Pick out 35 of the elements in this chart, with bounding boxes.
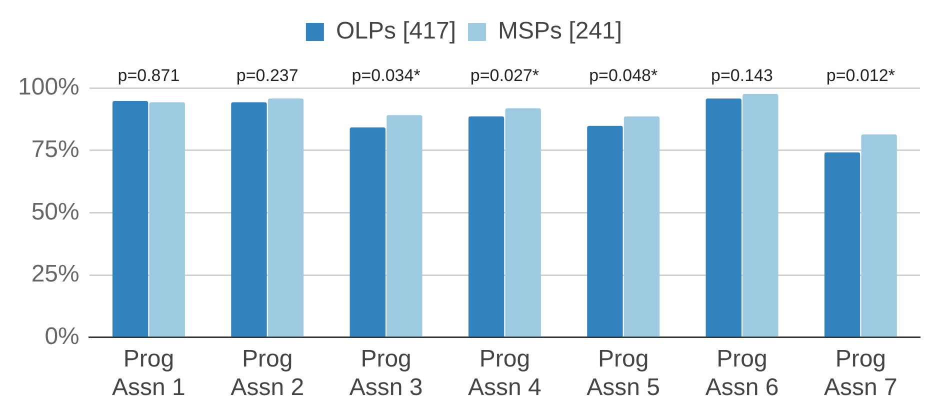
bar [350, 127, 386, 337]
x-tick-label: Prog Assn 5 [586, 345, 660, 402]
y-tick-label: 50% [31, 198, 80, 226]
x-tick-label: Prog Assn 2 [230, 345, 304, 402]
x-tick-label: Prog Assn 7 [824, 345, 898, 402]
x-tick-label: Prog Assn 4 [468, 345, 542, 402]
x-tick-label: Prog Assn 1 [112, 345, 186, 402]
text: p=0.012* [826, 66, 896, 86]
text: p=0.143 [711, 66, 773, 86]
bar [112, 100, 148, 337]
bar [231, 102, 267, 337]
text: p=0.237 [236, 66, 298, 86]
text: p=0.034* [352, 66, 421, 86]
bar [386, 115, 422, 337]
bar [587, 126, 623, 337]
bar [742, 94, 778, 337]
bar [624, 116, 660, 337]
text: p=0.027* [470, 66, 540, 86]
y-tick-label: 0% [44, 323, 80, 350]
bar [706, 98, 742, 337]
y-tick-label: 25% [31, 260, 80, 288]
bar [268, 98, 304, 337]
bar [468, 116, 504, 337]
y-tick-label: 75% [31, 136, 80, 163]
x-tick-label: Prog Assn 6 [705, 345, 779, 402]
x-tick-label: Prog Assn 3 [349, 345, 423, 402]
y-tick-label: 100% [18, 74, 80, 101]
bar [149, 102, 185, 337]
bar [824, 152, 860, 337]
bar [505, 108, 541, 337]
text: p=0.048* [589, 66, 658, 86]
bar [861, 134, 897, 337]
text: p=0.871 [118, 66, 180, 86]
legend-label: MSPs [241] [498, 18, 622, 45]
legend-label: OLPs [417] [336, 18, 456, 45]
